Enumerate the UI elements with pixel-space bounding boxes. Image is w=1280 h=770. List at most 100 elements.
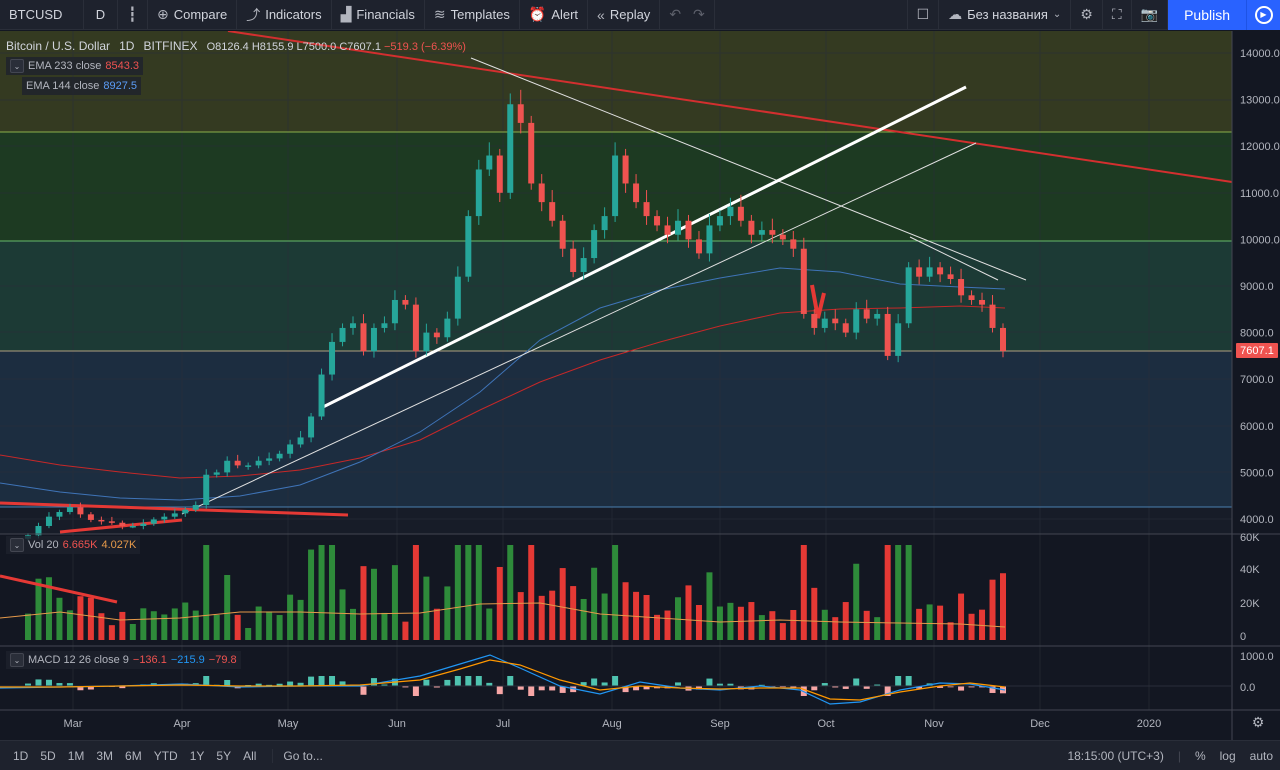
range-button-3m[interactable]: 3M — [96, 748, 114, 763]
macd-hist-bar — [895, 676, 902, 686]
volume-bar — [800, 545, 807, 640]
time-axis[interactable]: Mar Apr May Jun Jul Aug Sep Oct Nov Dec 2020 — [64, 718, 1162, 730]
price-axis-label: 14000.0 — [1240, 48, 1280, 60]
indicators-label: Indicators — [265, 7, 322, 22]
volume-bar — [580, 598, 587, 640]
volume-bar — [45, 577, 52, 640]
macd-hist-bar — [507, 676, 514, 686]
volume-legend[interactable]: ⌄ Vol 20 6.665K 4.027K — [6, 536, 141, 554]
time-axis-label: Mar — [64, 718, 83, 730]
fullscreen-layout-button[interactable]: ☐ — [906, 0, 940, 30]
price-axis-label: 6000.0 — [1240, 421, 1274, 433]
range-button-ytd[interactable]: YTD — [153, 748, 178, 763]
play-button[interactable]: ▶ — [1246, 0, 1280, 30]
percent-toggle[interactable]: % — [1194, 748, 1206, 763]
interval-label: D — [95, 7, 106, 22]
redo-icon[interactable]: ↷ — [693, 6, 705, 22]
goto-button[interactable]: Go to... — [272, 748, 323, 763]
symbol-search[interactable]: BTCUSD — [0, 0, 84, 30]
candle-body — [329, 341, 336, 375]
undo-icon[interactable]: ↶ — [669, 6, 682, 22]
volume-bar — [234, 614, 241, 640]
volume-bar — [695, 605, 702, 640]
candle-body — [570, 248, 577, 273]
volume-bar — [402, 621, 409, 640]
alert-label: Alert — [551, 7, 579, 22]
candle-body — [706, 225, 713, 254]
macd-hist-bar — [444, 679, 451, 686]
range-button-5y[interactable]: 5Y — [216, 748, 232, 763]
collapse-chevron-icon[interactable]: ⌄ — [10, 538, 24, 552]
volume-bar — [895, 545, 902, 640]
macd-value-1: −136.1 — [132, 654, 167, 666]
layout-name-button[interactable]: ☁ Без названия ⌄ — [939, 0, 1072, 30]
volume-bar — [297, 599, 304, 640]
macd-hist-bar — [790, 686, 797, 689]
indicators-button[interactable]: ⤴ Indicators — [237, 0, 332, 30]
compare-button[interactable]: ⊕ Compare — [148, 0, 238, 30]
macd-hist-bar — [706, 678, 713, 686]
ema144-legend[interactable]: EMA 144 close 8927.5 — [22, 77, 142, 95]
range-button-all[interactable]: All — [243, 748, 257, 763]
volume-bar — [129, 624, 136, 640]
candle-body — [538, 183, 545, 203]
chart-style-button[interactable]: ┇ — [118, 0, 148, 30]
legend-high: H8155.9 — [251, 41, 294, 53]
macd-hist-bar — [979, 686, 986, 688]
range-button-5d[interactable]: 5D — [40, 748, 56, 763]
candle-body — [664, 225, 671, 235]
legend-title: Bitcoin / U.S. Dollar — [6, 39, 111, 53]
candle-body — [989, 304, 996, 328]
financials-button[interactable]: ▟ Financials — [332, 0, 425, 30]
volume-bar — [916, 608, 923, 640]
candle-body — [779, 234, 786, 240]
candle-body — [412, 304, 419, 352]
ema233-legend[interactable]: ⌄ EMA 233 close 8543.3 — [6, 57, 144, 75]
macd-hist-bar — [800, 686, 807, 696]
log-toggle[interactable]: log — [1219, 748, 1236, 763]
macd-hist-bar — [937, 686, 944, 688]
auto-toggle[interactable]: auto — [1249, 748, 1273, 763]
macd-hist-bar — [423, 679, 430, 686]
fullscreen-button[interactable]: ⛶ — [1103, 0, 1132, 30]
volume-bar — [276, 615, 283, 640]
candle-body — [832, 318, 839, 324]
macd-hist-bar — [465, 676, 472, 686]
ema-233-line — [0, 305, 1006, 479]
macd-hist-bar — [77, 686, 84, 691]
collapse-chevron-icon[interactable]: ⌄ — [10, 59, 24, 73]
range-button-1d[interactable]: 1D — [13, 748, 29, 763]
templates-button[interactable]: ≋ Templates — [425, 0, 520, 30]
candle-body — [213, 472, 220, 475]
volume-bar — [381, 612, 388, 640]
alert-button[interactable]: ⏰ Alert — [520, 0, 589, 30]
macd-hist-bar — [517, 686, 524, 690]
interval-button[interactable]: D — [84, 0, 118, 30]
volume-bar — [549, 590, 556, 640]
range-button-1m[interactable]: 1M — [67, 748, 85, 763]
range-button-1y[interactable]: 1Y — [189, 748, 205, 763]
volume-bar — [150, 611, 157, 640]
macd-hist-bar — [612, 676, 619, 686]
time-axis-label: Aug — [602, 718, 622, 730]
volume-bar — [832, 617, 839, 640]
macd-legend[interactable]: ⌄ MACD 12 26 close 9 −136.1 −215.9 −79.8 — [6, 651, 241, 669]
legend-close: C7607.1 — [339, 41, 381, 53]
candle-body — [465, 216, 472, 277]
clock-time[interactable]: 18:15:00 (UTC+3) — [1067, 748, 1164, 763]
axis-settings-gear-icon[interactable]: ⚙ — [1252, 714, 1265, 730]
volume-bar — [140, 608, 147, 640]
collapse-chevron-icon[interactable]: ⌄ — [10, 653, 24, 667]
macd-hist-bar — [381, 684, 388, 686]
chart-area[interactable]: 14000.0 13000.0 12000.0 11000.0 10000.0 9000.… — [0, 31, 1280, 740]
range-button-6m[interactable]: 6M — [125, 748, 142, 763]
settings-button[interactable]: ⚙ — [1071, 0, 1103, 30]
candle-body — [391, 299, 398, 324]
macd-hist-bar — [87, 686, 94, 690]
snapshot-button[interactable]: 📷 — [1132, 0, 1169, 30]
macd-hist-bar — [25, 683, 31, 686]
replay-button[interactable]: « Replay — [588, 0, 661, 30]
macd-value-2: −215.9 — [170, 654, 205, 666]
publish-button[interactable]: Publish — [1168, 0, 1246, 30]
price-axis[interactable]: 14000.0 13000.0 12000.0 11000.0 10000.0 9000.… — [1240, 48, 1280, 526]
